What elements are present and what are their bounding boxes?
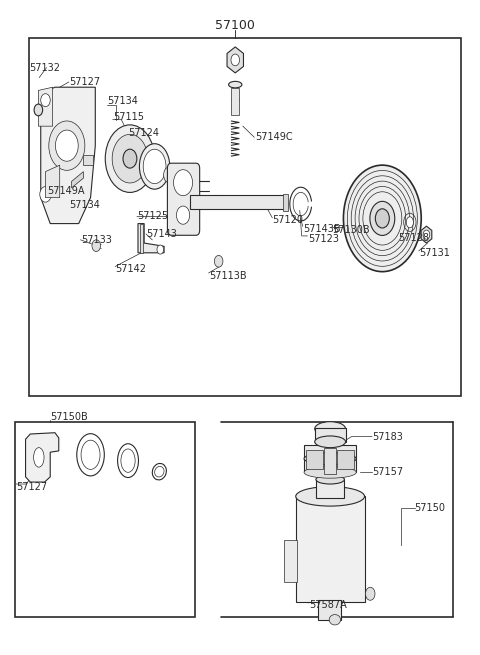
Text: 57142: 57142	[115, 264, 146, 274]
Ellipse shape	[228, 81, 242, 88]
Ellipse shape	[139, 143, 170, 189]
Text: 57130B: 57130B	[333, 225, 370, 235]
Ellipse shape	[406, 217, 413, 228]
Circle shape	[112, 134, 148, 183]
Polygon shape	[38, 87, 53, 126]
Polygon shape	[46, 165, 60, 198]
Ellipse shape	[164, 167, 174, 183]
Circle shape	[123, 149, 137, 168]
Bar	[14, 422, 195, 616]
Ellipse shape	[315, 436, 346, 447]
Circle shape	[423, 230, 430, 239]
Text: 57143: 57143	[146, 229, 178, 239]
Ellipse shape	[296, 487, 364, 506]
Text: 57100: 57100	[216, 19, 255, 32]
Text: 57134: 57134	[107, 96, 138, 107]
Text: 57149C: 57149C	[255, 132, 293, 142]
Circle shape	[56, 130, 78, 161]
Ellipse shape	[304, 466, 356, 478]
Circle shape	[40, 187, 51, 202]
Text: 57115: 57115	[113, 112, 144, 122]
Text: 57150B: 57150B	[50, 412, 88, 422]
Circle shape	[365, 588, 375, 600]
Text: 57183: 57183	[372, 432, 403, 441]
Bar	[296, 496, 364, 601]
Text: 57127: 57127	[69, 77, 100, 87]
Circle shape	[215, 255, 223, 267]
Bar	[304, 445, 356, 472]
Ellipse shape	[143, 149, 166, 183]
Circle shape	[105, 125, 155, 193]
Polygon shape	[72, 172, 84, 188]
Circle shape	[231, 54, 240, 66]
Circle shape	[157, 245, 164, 254]
Bar	[84, 155, 93, 165]
Text: 57150: 57150	[415, 503, 445, 513]
Text: 57587A: 57587A	[309, 601, 347, 610]
Text: 57120: 57120	[272, 215, 303, 225]
Bar	[284, 540, 297, 582]
Text: 57124: 57124	[129, 128, 159, 138]
Circle shape	[34, 104, 43, 116]
Text: 57131: 57131	[420, 248, 450, 259]
Ellipse shape	[316, 475, 344, 484]
Bar	[315, 428, 346, 442]
Polygon shape	[227, 47, 243, 73]
Bar	[190, 195, 285, 210]
Ellipse shape	[315, 422, 346, 436]
Circle shape	[41, 94, 50, 107]
Bar	[316, 479, 344, 498]
Bar	[318, 600, 341, 620]
Text: 57123: 57123	[308, 234, 339, 244]
Bar	[29, 39, 461, 396]
Circle shape	[177, 206, 190, 224]
Text: 57132: 57132	[29, 63, 60, 73]
Polygon shape	[421, 226, 432, 243]
Polygon shape	[25, 433, 59, 482]
Ellipse shape	[304, 453, 356, 464]
Polygon shape	[41, 87, 96, 223]
Text: 57134: 57134	[69, 200, 100, 210]
Text: 57157: 57157	[372, 466, 403, 477]
Bar	[231, 88, 239, 115]
Text: 57125: 57125	[137, 212, 168, 221]
Text: 57127: 57127	[16, 481, 47, 492]
FancyBboxPatch shape	[168, 163, 200, 235]
Circle shape	[343, 165, 421, 272]
Bar	[337, 449, 354, 469]
Text: 57149A: 57149A	[47, 186, 84, 196]
Text: 57113B: 57113B	[209, 271, 247, 280]
Ellipse shape	[329, 614, 341, 625]
Circle shape	[174, 170, 192, 196]
Bar	[324, 448, 336, 474]
Circle shape	[370, 201, 395, 235]
Bar	[306, 449, 323, 469]
Text: 57128: 57128	[398, 233, 429, 243]
Bar	[283, 194, 288, 211]
Circle shape	[49, 121, 85, 170]
Circle shape	[92, 240, 100, 252]
Circle shape	[375, 209, 389, 228]
Ellipse shape	[34, 447, 44, 467]
Polygon shape	[138, 223, 164, 253]
Text: 57143B: 57143B	[303, 224, 341, 234]
Text: 57133: 57133	[81, 235, 112, 245]
Bar	[140, 223, 143, 253]
